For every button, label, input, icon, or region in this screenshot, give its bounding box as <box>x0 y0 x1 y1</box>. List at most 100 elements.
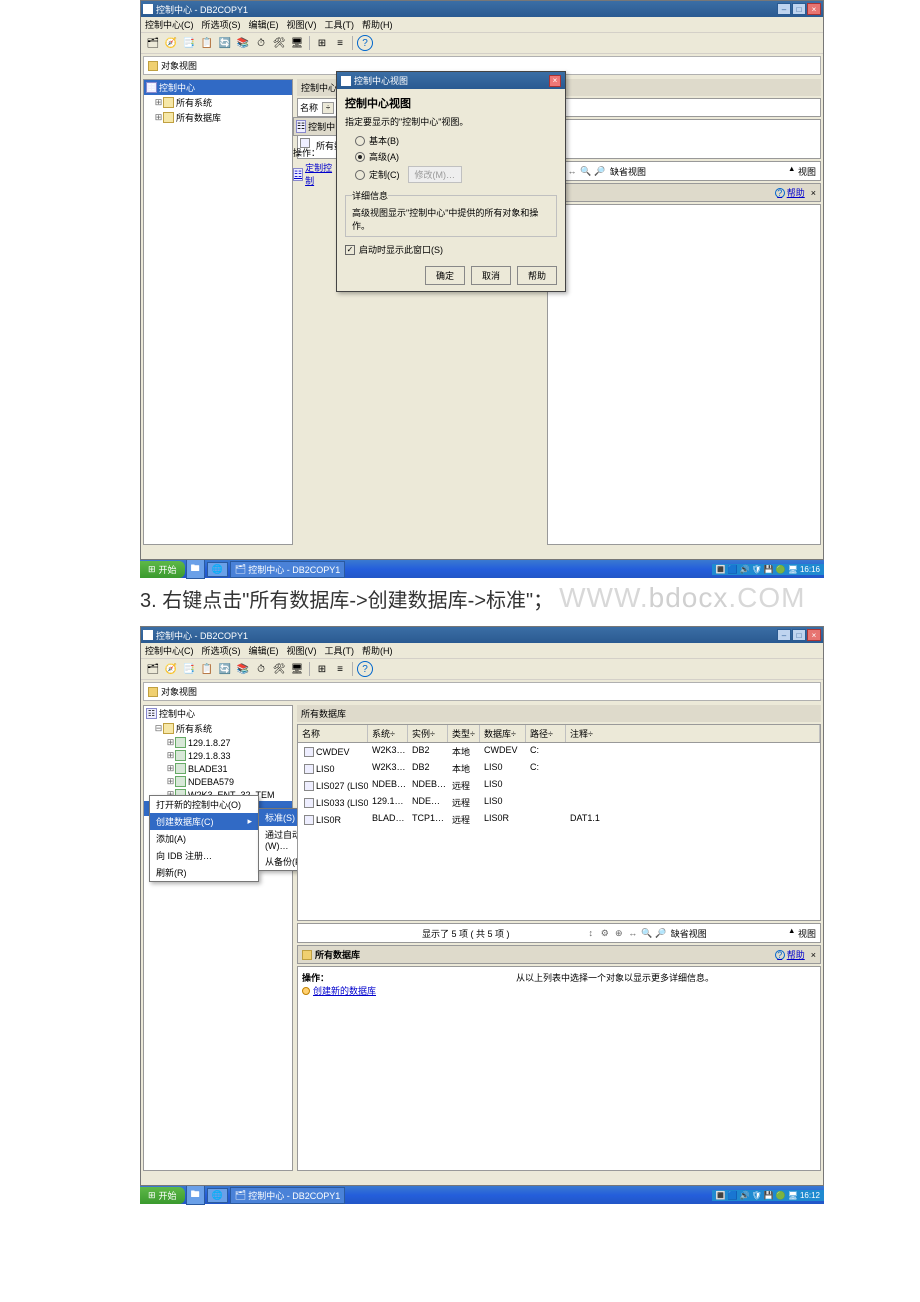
detail-icon[interactable]: ↔ <box>566 165 578 177</box>
tray-icon[interactable]: 🖥 <box>788 565 798 574</box>
tree-host[interactable]: ⊞NDEBA579 <box>144 775 292 788</box>
close-x[interactable]: × <box>811 188 816 198</box>
detail-icon[interactable]: 🔎 <box>655 927 667 939</box>
col-inst[interactable]: 实例÷ <box>408 725 448 742</box>
tool-icon[interactable]: 🗂 <box>145 661 161 677</box>
detail-icon[interactable]: ↔ <box>627 927 639 939</box>
tray-icon[interactable]: 🔳 <box>716 565 726 574</box>
tool-icon[interactable]: 🔄 <box>217 35 233 51</box>
table-row[interactable]: CWDEVW2K3…DB2本地CWDEVC: <box>298 743 820 760</box>
menu-item[interactable]: 视图(V) <box>287 644 317 657</box>
collapse-icon[interactable]: ⊟ <box>154 723 163 734</box>
close-x[interactable]: × <box>811 950 816 960</box>
db-list[interactable]: 名称 系统÷ 实例÷ 类型÷ 数据库÷ 路径÷ 注释÷ CWDEVW2K3…DB… <box>297 724 821 921</box>
tray-icon[interactable]: 🔊 <box>740 1191 750 1200</box>
checkbox-icon[interactable]: ✓ <box>345 245 355 255</box>
help-link[interactable]: ? 帮助 <box>775 948 805 961</box>
cancel-button[interactable]: 取消 <box>471 266 511 285</box>
create-db-link[interactable]: 创建新的数据库 <box>302 984 376 997</box>
tool-icon[interactable]: 🧭 <box>163 35 179 51</box>
ctx-item-create[interactable]: 创建数据库(C)▸ <box>150 813 258 830</box>
col-name[interactable]: 名称 <box>298 725 368 742</box>
tree-pane[interactable]: ☷ 控制中心 ⊞ 所有系统 ⊞ 所有数据库 <box>143 79 293 545</box>
task-item[interactable]: 🗂 控制中心 - DB2COPY1 <box>230 1187 345 1204</box>
table-row[interactable]: LIS033 (LIS0)129.1…NDE…远程LIS0 <box>298 794 820 811</box>
ctx-item[interactable]: 添加(A) <box>150 830 258 847</box>
tool-icon[interactable]: 🛠 <box>271 661 287 677</box>
max-button[interactable]: □ <box>792 3 806 15</box>
tool-icon[interactable]: 📋 <box>199 661 215 677</box>
ctx-item[interactable]: 向 IDB 注册… <box>150 847 258 864</box>
menu-item[interactable]: 控制中心(C) <box>145 644 194 657</box>
tool-icon[interactable]: ⏱ <box>253 661 269 677</box>
detail-icon[interactable]: ⊕ <box>613 927 625 939</box>
task-item[interactable]: 🖿 <box>186 559 205 579</box>
tree-item[interactable]: ⊟ 所有系统 <box>144 721 292 736</box>
tool-icon[interactable]: ⏱ <box>253 35 269 51</box>
tool-icon[interactable]: 🖥 <box>289 661 305 677</box>
sort-icon[interactable]: ÷ <box>322 102 334 114</box>
ctx-item[interactable]: 刷新(R) <box>150 864 258 881</box>
tray-icon[interactable]: 🟦 <box>728 1191 738 1200</box>
task-item[interactable]: 🗂 控制中心 - DB2COPY1 <box>230 561 345 578</box>
task-item[interactable]: 🌐 <box>207 562 228 577</box>
detail-icon[interactable]: 🔍 <box>580 165 592 177</box>
table-row[interactable]: LIS027 (LIS0)NDEB…NDEB…远程LIS0 <box>298 777 820 794</box>
help-link[interactable]: ? 帮助 <box>775 186 805 199</box>
tool-icon[interactable]: 📚 <box>235 35 251 51</box>
tray-icon[interactable]: 💾 <box>764 565 774 574</box>
tray-icon[interactable]: 🔳 <box>716 1191 726 1200</box>
help-icon[interactable]: ? <box>357 661 373 677</box>
tray-icon[interactable]: 💾 <box>764 1191 774 1200</box>
start-button[interactable]: ⊞ 开始 <box>140 561 185 578</box>
menu-item[interactable]: 编辑(E) <box>249 18 279 31</box>
tree-pane[interactable]: ☷ 控制中心 ⊟ 所有系统 ⊞129.1.8.27 ⊞129.1.8.33 ⊞B… <box>143 705 293 1171</box>
radio-basic[interactable]: 基本(B) <box>355 134 547 147</box>
help-icon[interactable]: ? <box>357 35 373 51</box>
menu-item[interactable]: 视图(V) <box>287 18 317 31</box>
tray-icon[interactable]: 🟦 <box>728 565 738 574</box>
col-type[interactable]: 类型÷ <box>448 725 480 742</box>
menu-item[interactable]: 控制中心(C) <box>145 18 194 31</box>
max-button[interactable]: □ <box>792 629 806 641</box>
radio-icon[interactable] <box>355 152 365 162</box>
tree-root[interactable]: ☷ 控制中心 <box>144 706 292 721</box>
detail-icon[interactable]: 🔎 <box>594 165 606 177</box>
tool-icon[interactable]: 🗂 <box>145 35 161 51</box>
tray-icon[interactable]: 🟢 <box>776 565 786 574</box>
tray-icon[interactable]: 🖥 <box>788 1191 798 1200</box>
radio-custom[interactable]: 定制(C) 修改(M)… <box>355 166 547 183</box>
tray-icon[interactable]: 🔊 <box>740 565 750 574</box>
tree-item[interactable]: ⊞ 所有系统 <box>144 95 292 110</box>
tray-icon[interactable]: 🛡 <box>752 565 762 574</box>
tool-icon[interactable]: 📋 <box>199 35 215 51</box>
context-menu[interactable]: 打开新的控制中心(O) 创建数据库(C)▸ 添加(A) 向 IDB 注册… 刷新… <box>149 795 259 882</box>
detail-icon[interactable]: 🔍 <box>641 927 653 939</box>
tree-host[interactable]: ⊞BLADE31 <box>144 762 292 775</box>
context-submenu[interactable]: 标准(S) 通过自动维护(W)… 从备份(F)… <box>258 808 293 871</box>
menu-item[interactable]: 工具(T) <box>325 18 355 31</box>
close-button[interactable]: × <box>807 3 821 15</box>
col-db[interactable]: 数据库÷ <box>480 725 526 742</box>
tree-root[interactable]: ☷ 控制中心 <box>144 80 292 95</box>
tool-icon[interactable]: ≡ <box>332 35 348 51</box>
ok-button[interactable]: 确定 <box>425 266 465 285</box>
table-row[interactable]: LIS0RBLAD…TCP1…远程LIS0RDAT1.1 <box>298 811 820 828</box>
expand-icon[interactable]: ⊞ <box>154 112 163 123</box>
sub-item-standard[interactable]: 标准(S) <box>259 809 293 826</box>
menu-item[interactable]: 所选项(S) <box>202 18 241 31</box>
sub-item[interactable]: 从备份(F)… <box>259 853 293 870</box>
tool-icon[interactable]: 🧭 <box>163 661 179 677</box>
radio-advanced[interactable]: 高级(A) <box>355 150 547 163</box>
menu-item[interactable]: 编辑(E) <box>249 644 279 657</box>
help-button[interactable]: 帮助 <box>517 266 557 285</box>
menu-item[interactable]: 帮助(H) <box>362 644 393 657</box>
menu-item[interactable]: 工具(T) <box>325 644 355 657</box>
startup-checkbox[interactable]: ✓ 启动时显示此窗口(S) <box>345 243 557 256</box>
tool-icon[interactable]: 🔄 <box>217 661 233 677</box>
menu-item[interactable]: 所选项(S) <box>202 644 241 657</box>
tool-icon[interactable]: 🛠 <box>271 35 287 51</box>
min-button[interactable]: – <box>777 629 791 641</box>
tool-icon[interactable]: 📑 <box>181 35 197 51</box>
radio-icon[interactable] <box>355 136 365 146</box>
